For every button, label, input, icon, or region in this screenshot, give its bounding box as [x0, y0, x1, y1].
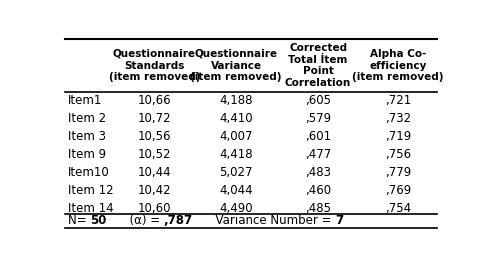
Text: ,732: ,732 — [385, 112, 411, 125]
Text: ,769: ,769 — [385, 184, 411, 198]
Text: 4,410: 4,410 — [220, 112, 253, 125]
Text: ,579: ,579 — [305, 112, 331, 125]
Text: Item 3: Item 3 — [68, 130, 106, 144]
Text: 10,66: 10,66 — [138, 95, 171, 107]
Text: Item10: Item10 — [68, 167, 110, 179]
Text: 4,418: 4,418 — [220, 149, 253, 161]
Text: ,601: ,601 — [305, 130, 331, 144]
Text: 10,56: 10,56 — [138, 130, 171, 144]
Text: 10,44: 10,44 — [138, 167, 171, 179]
Text: N=: N= — [68, 214, 91, 227]
Text: ,721: ,721 — [385, 95, 411, 107]
Text: Alpha Co-
efficiency
(item removed): Alpha Co- efficiency (item removed) — [352, 49, 444, 82]
Text: 4,188: 4,188 — [220, 95, 253, 107]
Text: ,756: ,756 — [385, 149, 411, 161]
Text: 10,52: 10,52 — [138, 149, 171, 161]
Text: Questionnaire
Standards
(item removed): Questionnaire Standards (item removed) — [109, 49, 200, 82]
Text: 50: 50 — [91, 214, 107, 227]
Text: Questionnaire
Variance
(item removed): Questionnaire Variance (item removed) — [191, 49, 282, 82]
Text: 4,490: 4,490 — [220, 202, 253, 215]
Text: 7: 7 — [335, 214, 343, 227]
Text: ,719: ,719 — [385, 130, 411, 144]
Text: Variance Number =: Variance Number = — [193, 214, 335, 227]
Text: ,787: ,787 — [164, 214, 193, 227]
Text: 4,044: 4,044 — [220, 184, 253, 198]
Text: 4,007: 4,007 — [220, 130, 253, 144]
Text: Item1: Item1 — [68, 95, 102, 107]
Text: Item 12: Item 12 — [68, 184, 114, 198]
Text: 10,72: 10,72 — [138, 112, 171, 125]
Text: (α) =: (α) = — [107, 214, 164, 227]
Text: Corrected
Total İtem
Point
Correlation: Corrected Total İtem Point Correlation — [285, 43, 351, 88]
Text: ,754: ,754 — [385, 202, 411, 215]
Text: ,477: ,477 — [305, 149, 331, 161]
Text: ,483: ,483 — [305, 167, 331, 179]
Text: ,779: ,779 — [385, 167, 411, 179]
Text: ,485: ,485 — [305, 202, 331, 215]
Text: Item 2: Item 2 — [68, 112, 106, 125]
Text: 5,027: 5,027 — [220, 167, 253, 179]
Text: Item 14: Item 14 — [68, 202, 114, 215]
Text: 10,42: 10,42 — [138, 184, 171, 198]
Text: Item 9: Item 9 — [68, 149, 106, 161]
Text: ,605: ,605 — [305, 95, 331, 107]
Text: 10,60: 10,60 — [138, 202, 171, 215]
Text: ,460: ,460 — [305, 184, 331, 198]
